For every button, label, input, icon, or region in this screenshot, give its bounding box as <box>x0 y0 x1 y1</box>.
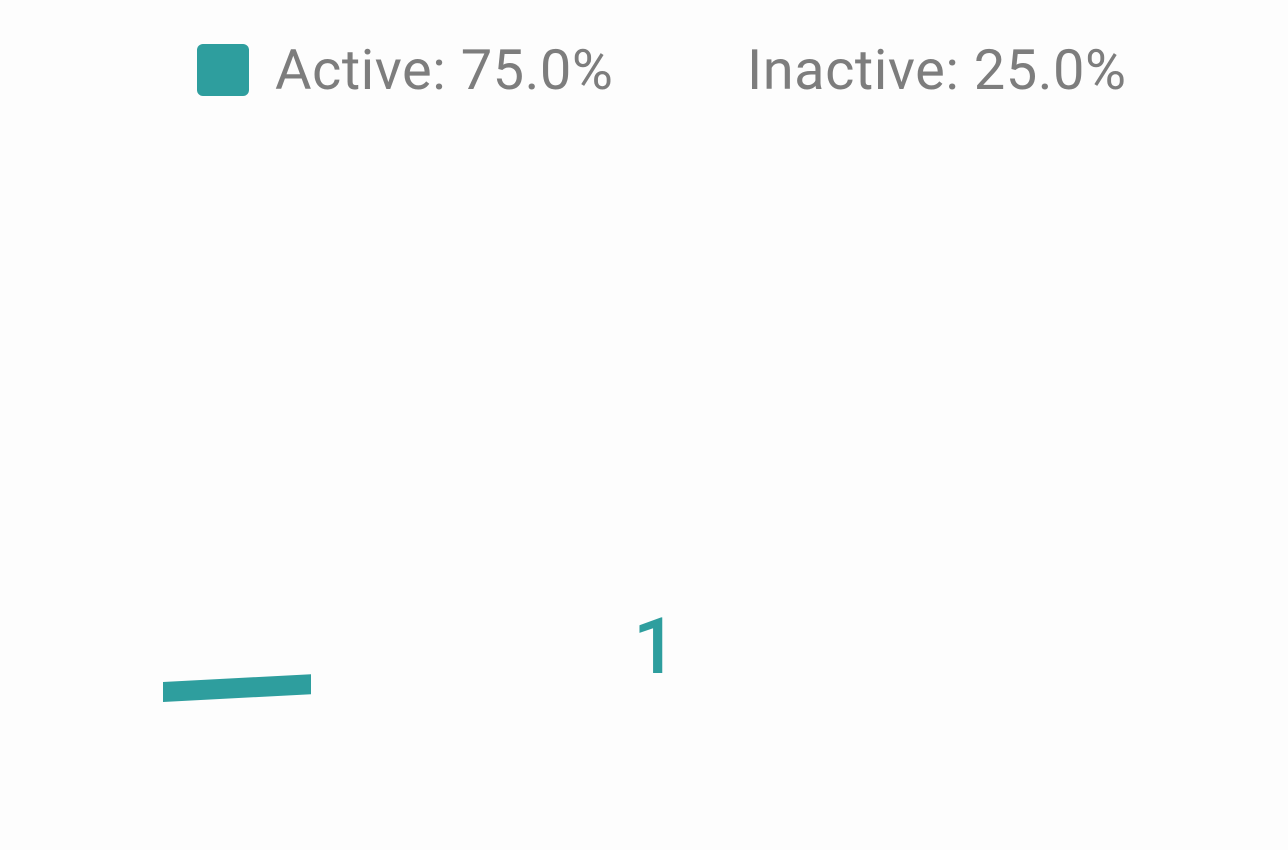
bottom-bar <box>163 674 311 702</box>
center-number: 1 <box>633 602 677 693</box>
legend-item-active[interactable]: Active: 75.0% <box>197 37 613 103</box>
legend-item-inactive[interactable]: Inactive: 25.0% <box>747 37 1126 103</box>
legend-swatch-active <box>197 44 249 96</box>
legend-label-active: Active: 75.0% <box>275 37 613 103</box>
legend-label-inactive: Inactive: 25.0% <box>747 37 1126 103</box>
